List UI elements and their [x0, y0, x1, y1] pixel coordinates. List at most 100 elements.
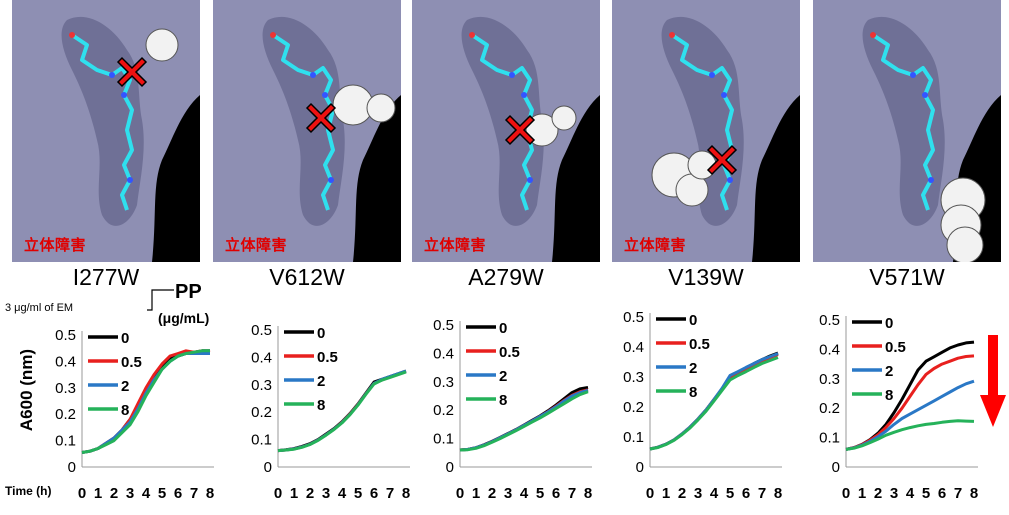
y-tick-label: 0 [264, 459, 272, 476]
legend-label: 0 [689, 312, 697, 329]
tryptophan-sidechain [551, 105, 577, 131]
tryptophan-sidechain [366, 93, 396, 123]
x-tick-label: 8 [774, 485, 782, 502]
legend-label: 0.5 [689, 336, 710, 353]
y-tick-label: 0.5 [819, 312, 840, 329]
structure-tile-i277w: 立体障害 [12, 0, 200, 262]
y-tick-label: 0.5 [55, 327, 76, 344]
nitrogen-atom [121, 92, 127, 98]
legend-label: 0 [121, 330, 129, 347]
series-line-8 [649, 356, 779, 451]
series-line-0-5 [277, 370, 407, 453]
x-tick-label: 5 [158, 485, 166, 502]
y-tick-label: 0.1 [623, 429, 644, 446]
x-tick-label: 5 [922, 485, 930, 502]
steric-clash-icon [305, 102, 337, 134]
x-tick-label: 2 [874, 485, 882, 502]
x-tick-label: 0 [456, 485, 464, 502]
y-tick-label: 0.4 [623, 339, 644, 356]
em-note: 3 μg/ml of EM [5, 302, 74, 314]
y-tick-label: 0.4 [251, 349, 272, 366]
x-tick-label: 6 [742, 485, 750, 502]
pp-label: PP [175, 281, 202, 303]
series-line-8 [845, 419, 975, 451]
mutation-label: I277W [72, 264, 140, 290]
nitrogen-atom [910, 72, 916, 78]
y-tick-label: 0.3 [623, 369, 644, 386]
oxygen-atom [870, 32, 876, 38]
mutation-label: V571W [869, 264, 945, 290]
x-axis-label: Time (h) [5, 484, 52, 498]
x-tick-label: 4 [338, 485, 347, 502]
legend-label: 0.5 [121, 354, 142, 371]
y-tick-label: 0 [636, 459, 644, 476]
x-tick-label: 1 [290, 485, 298, 502]
x-tick-label: 1 [662, 485, 670, 502]
legend-label: 0.5 [499, 344, 520, 361]
y-tick-label: 0.1 [819, 430, 840, 447]
y-tick-label: 0 [68, 459, 76, 476]
x-tick-label: 6 [370, 485, 378, 502]
legend-label: 0 [885, 315, 893, 332]
y-tick-label: 0.2 [251, 404, 272, 421]
y-tick-label: 0.1 [55, 433, 76, 450]
y-tick-label: 0.4 [433, 345, 454, 362]
y-tick-label: 0.5 [251, 322, 272, 339]
nitrogen-atom [721, 92, 727, 98]
y-tick-label: 0.4 [55, 353, 76, 370]
x-tick-label: 8 [970, 485, 978, 502]
legend-label: 8 [121, 402, 129, 419]
structure-tile-v571w [813, 0, 1001, 262]
x-tick-label: 7 [190, 485, 198, 502]
nitrogen-atom [922, 92, 928, 98]
x-tick-label: 7 [758, 485, 766, 502]
steric-hindrance-label: 立体障害 [624, 236, 687, 254]
mutation-label: A279W [468, 264, 544, 290]
x-tick-label: 0 [274, 485, 282, 502]
nitrogen-atom [509, 72, 515, 78]
series-line-8 [459, 390, 589, 452]
oxygen-atom [469, 32, 475, 38]
legend-label: 8 [317, 397, 325, 414]
x-tick-label: 1 [94, 485, 102, 502]
nitrogen-atom [310, 72, 316, 78]
x-tick-label: 4 [906, 485, 915, 502]
steric-hindrance-label: 立体障害 [24, 236, 87, 254]
y-tick-label: 0.3 [251, 377, 272, 394]
nitrogen-atom [727, 177, 733, 183]
x-tick-label: 3 [694, 485, 702, 502]
legend-label: 0.5 [885, 339, 906, 356]
pp-bracket-line [147, 289, 174, 311]
series-line-0-5 [81, 349, 211, 454]
mutation-label: V139W [668, 264, 744, 290]
legend-label: 2 [121, 378, 129, 395]
series-line-8 [277, 370, 407, 453]
x-tick-label: 3 [126, 485, 134, 502]
legend-label: 2 [317, 373, 325, 390]
legend-label: 2 [689, 360, 697, 377]
steric-hindrance-label: 立体障害 [424, 236, 487, 254]
x-tick-label: 3 [890, 485, 898, 502]
x-tick-label: 0 [78, 485, 86, 502]
y-tick-label: 0.3 [433, 374, 454, 391]
x-tick-label: 8 [402, 485, 410, 502]
y-tick-label: 0 [832, 459, 840, 476]
legend-label: 0 [317, 325, 325, 342]
x-tick-label: 2 [306, 485, 314, 502]
y-tick-label: 0.4 [819, 341, 840, 358]
nitrogen-atom [328, 177, 334, 183]
y-tick-label: 0.1 [251, 432, 272, 449]
legend-label: 8 [885, 387, 893, 404]
structure-tile-v612w: 立体障害 [213, 0, 401, 262]
nitrogen-atom [109, 72, 115, 78]
x-tick-label: 7 [568, 485, 576, 502]
legend-label: 8 [689, 384, 697, 401]
x-tick-label: 4 [520, 485, 529, 502]
x-tick-label: 2 [110, 485, 118, 502]
x-tick-label: 8 [584, 485, 592, 502]
x-tick-label: 4 [710, 485, 719, 502]
y-tick-label: 0.5 [623, 309, 644, 326]
series-line-2 [277, 369, 407, 453]
